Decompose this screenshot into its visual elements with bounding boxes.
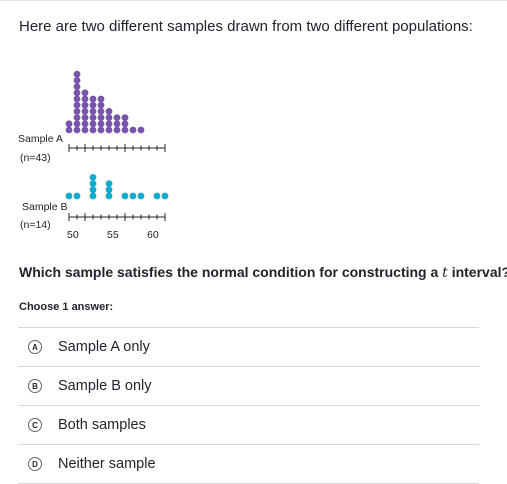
- answer-choices: A Sample A only B Sample B only C Both s…: [18, 327, 479, 484]
- sample-a-dot: [89, 108, 97, 115]
- sample-b-dot: [73, 192, 81, 200]
- sample-a-dot: [73, 101, 81, 109]
- t-variable: t: [442, 265, 448, 281]
- sample-a-dot: [105, 120, 113, 128]
- sample-b-dot: [161, 192, 169, 200]
- sample-a-dot: [121, 114, 129, 121]
- sample-a-dot: [81, 114, 89, 121]
- question-text: Which sample satisfies the normal condit…: [19, 264, 507, 281]
- sample-b-dot: [153, 192, 161, 200]
- sample-a-dot: [73, 77, 81, 84]
- choice-a-label: Sample A only: [58, 339, 150, 355]
- choice-divider: [18, 327, 479, 328]
- sample-b-dot: [65, 192, 73, 200]
- sample-a-dot: [97, 95, 105, 103]
- sample-b-dot: [89, 186, 97, 194]
- choice-b-label: Sample B only: [58, 378, 152, 394]
- sample-a-dot: [121, 120, 129, 128]
- sample-a-dot: [65, 120, 73, 128]
- choose-label: Choose 1 answer:: [19, 301, 114, 313]
- sample-b-dot: [129, 192, 137, 200]
- sample-b-dot: [137, 192, 145, 200]
- sample-b-dot: [105, 180, 113, 187]
- tick-label-50: 50: [67, 229, 79, 241]
- sample-b-label: Sample B: [22, 201, 68, 213]
- choice-a-radio-icon[interactable]: A: [28, 340, 42, 354]
- sample-b-dot: [89, 180, 97, 187]
- sample-a-dot: [97, 126, 105, 134]
- sample-a-dot: [81, 101, 89, 109]
- sample-a-dot: [105, 114, 113, 121]
- sample-b-dot: [121, 192, 129, 200]
- sample-a-dot: [73, 126, 81, 134]
- sample-a-dot: [137, 126, 145, 134]
- sample-b-size: (n=14): [20, 219, 51, 231]
- sample-a-dot: [121, 126, 129, 134]
- sample-a-size: (n=43): [20, 152, 51, 164]
- sample-a-dot: [81, 126, 89, 134]
- choice-divider: [18, 366, 479, 367]
- choice-d[interactable]: D Neither sample: [18, 445, 479, 483]
- sample-a-dot: [113, 126, 121, 134]
- sample-a-dot: [97, 108, 105, 115]
- sample-a-dot: [73, 114, 81, 121]
- tick-label-55: 55: [107, 229, 119, 241]
- sample-a-dot: [129, 126, 137, 134]
- sample-a-dot: [73, 89, 81, 97]
- choice-d-radio-icon[interactable]: D: [28, 457, 42, 471]
- dot-plots: Sample A (n=43) Sample B (n=14) 50 55 60: [18, 55, 169, 245]
- sample-a-dot: [81, 108, 89, 115]
- sample-a-dot: [97, 114, 105, 121]
- choice-d-label: Neither sample: [58, 456, 156, 472]
- choice-divider: [18, 444, 479, 445]
- sample-b-dot: [105, 192, 113, 200]
- sample-a-dot: [97, 101, 105, 109]
- sample-a-dot: [113, 114, 121, 121]
- sample-a-dot: [73, 120, 81, 128]
- sample-a-dot: [89, 120, 97, 128]
- choice-b[interactable]: B Sample B only: [18, 367, 479, 405]
- tick-label-60: 60: [147, 229, 159, 241]
- sample-a-dot: [73, 95, 81, 103]
- sample-a-dot: [97, 120, 105, 128]
- choice-b-radio-icon[interactable]: B: [28, 379, 42, 393]
- sample-a-dot: [89, 114, 97, 121]
- dot-plot-svg: [65, 70, 169, 221]
- choice-c-label: Both samples: [58, 417, 146, 433]
- sample-a-dot: [81, 95, 89, 103]
- sample-a-dot: [73, 83, 81, 90]
- sample-a-dot: [73, 108, 81, 115]
- choice-c[interactable]: C Both samples: [18, 406, 479, 444]
- choice-divider: [18, 405, 479, 406]
- sample-a-label: Sample A: [18, 133, 63, 145]
- sample-a-dot: [89, 95, 97, 103]
- sample-a-dot: [89, 101, 97, 109]
- choice-c-radio-icon[interactable]: C: [28, 418, 42, 432]
- sample-a-dot: [65, 126, 73, 134]
- sample-a-dot: [113, 120, 121, 128]
- sample-a-dot: [81, 89, 89, 97]
- sample-a-dot: [73, 70, 81, 78]
- sample-b-dot: [89, 174, 97, 181]
- intro-text: Here are two different samples drawn fro…: [19, 18, 473, 35]
- choice-a[interactable]: A Sample A only: [18, 328, 479, 366]
- top-divider: [0, 0, 507, 1]
- sample-a-dot: [81, 120, 89, 128]
- sample-a-dot: [105, 108, 113, 115]
- sample-a-dot: [105, 126, 113, 134]
- sample-b-dot: [89, 192, 97, 200]
- sample-a-dot: [89, 126, 97, 134]
- sample-b-dot: [105, 186, 113, 194]
